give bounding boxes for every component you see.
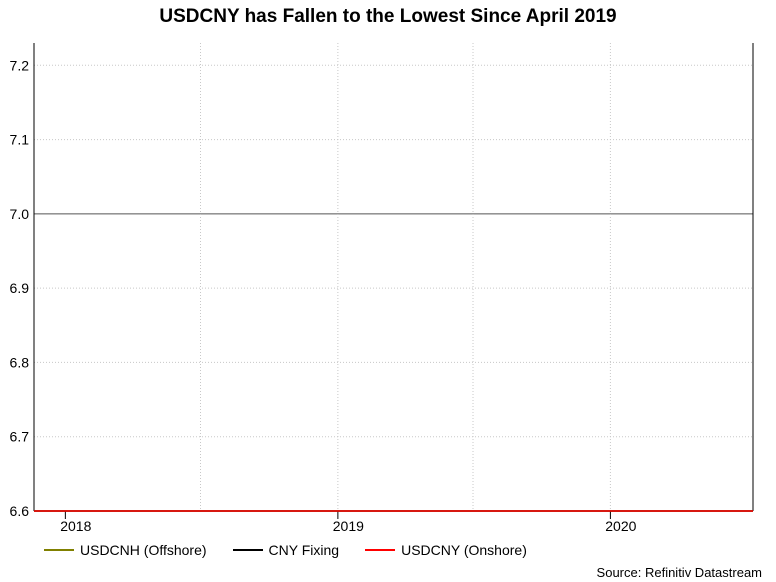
legend-item-fixing: CNY Fixing xyxy=(232,542,340,558)
legend-label-onshore: USDCNY (Onshore) xyxy=(401,542,527,558)
x-tick-label: 2018 xyxy=(60,518,91,534)
label-layer: 6.6 6.7 6.8 6.9 7.0 7.1 7.2 2018 2019 2020 xyxy=(10,57,637,534)
y-tick-label: 6.8 xyxy=(10,354,30,370)
y-tick-label: 7.1 xyxy=(10,132,30,148)
y-tick-label: 7.2 xyxy=(10,57,30,73)
legend-label-offshore: USDCNH (Offshore) xyxy=(80,542,207,558)
legend: USDCNH (Offshore) CNY Fixing USDCNY (Ons… xyxy=(44,541,553,559)
legend-label-fixing: CNY Fixing xyxy=(268,542,340,558)
y-tick-label: 6.7 xyxy=(10,429,30,445)
y-tick-label: 7.0 xyxy=(10,206,30,222)
legend-swatch-fixing xyxy=(232,549,263,551)
y-tick-label: 6.9 xyxy=(10,280,30,296)
chart-title: USDCNY has Fallen to the Lowest Since Ap… xyxy=(159,6,617,27)
legend-swatch-onshore xyxy=(365,549,396,551)
axis-layer xyxy=(33,43,754,519)
legend-swatch-offshore xyxy=(44,549,74,551)
x-tick-label: 2020 xyxy=(605,518,636,534)
grid-layer xyxy=(34,43,753,511)
x-tick-label: 2019 xyxy=(333,518,364,534)
legend-item-onshore: USDCNY (Onshore) xyxy=(365,542,527,558)
y-tick-label: 6.6 xyxy=(10,503,30,519)
source-note: Source: Refinitiv Datastream xyxy=(596,565,762,580)
legend-item-offshore: USDCNH (Offshore) xyxy=(44,542,207,558)
